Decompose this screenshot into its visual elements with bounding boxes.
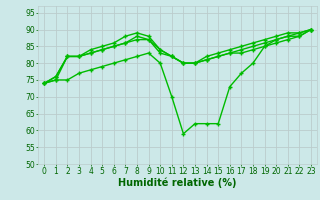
X-axis label: Humidité relative (%): Humidité relative (%) — [118, 178, 237, 188]
